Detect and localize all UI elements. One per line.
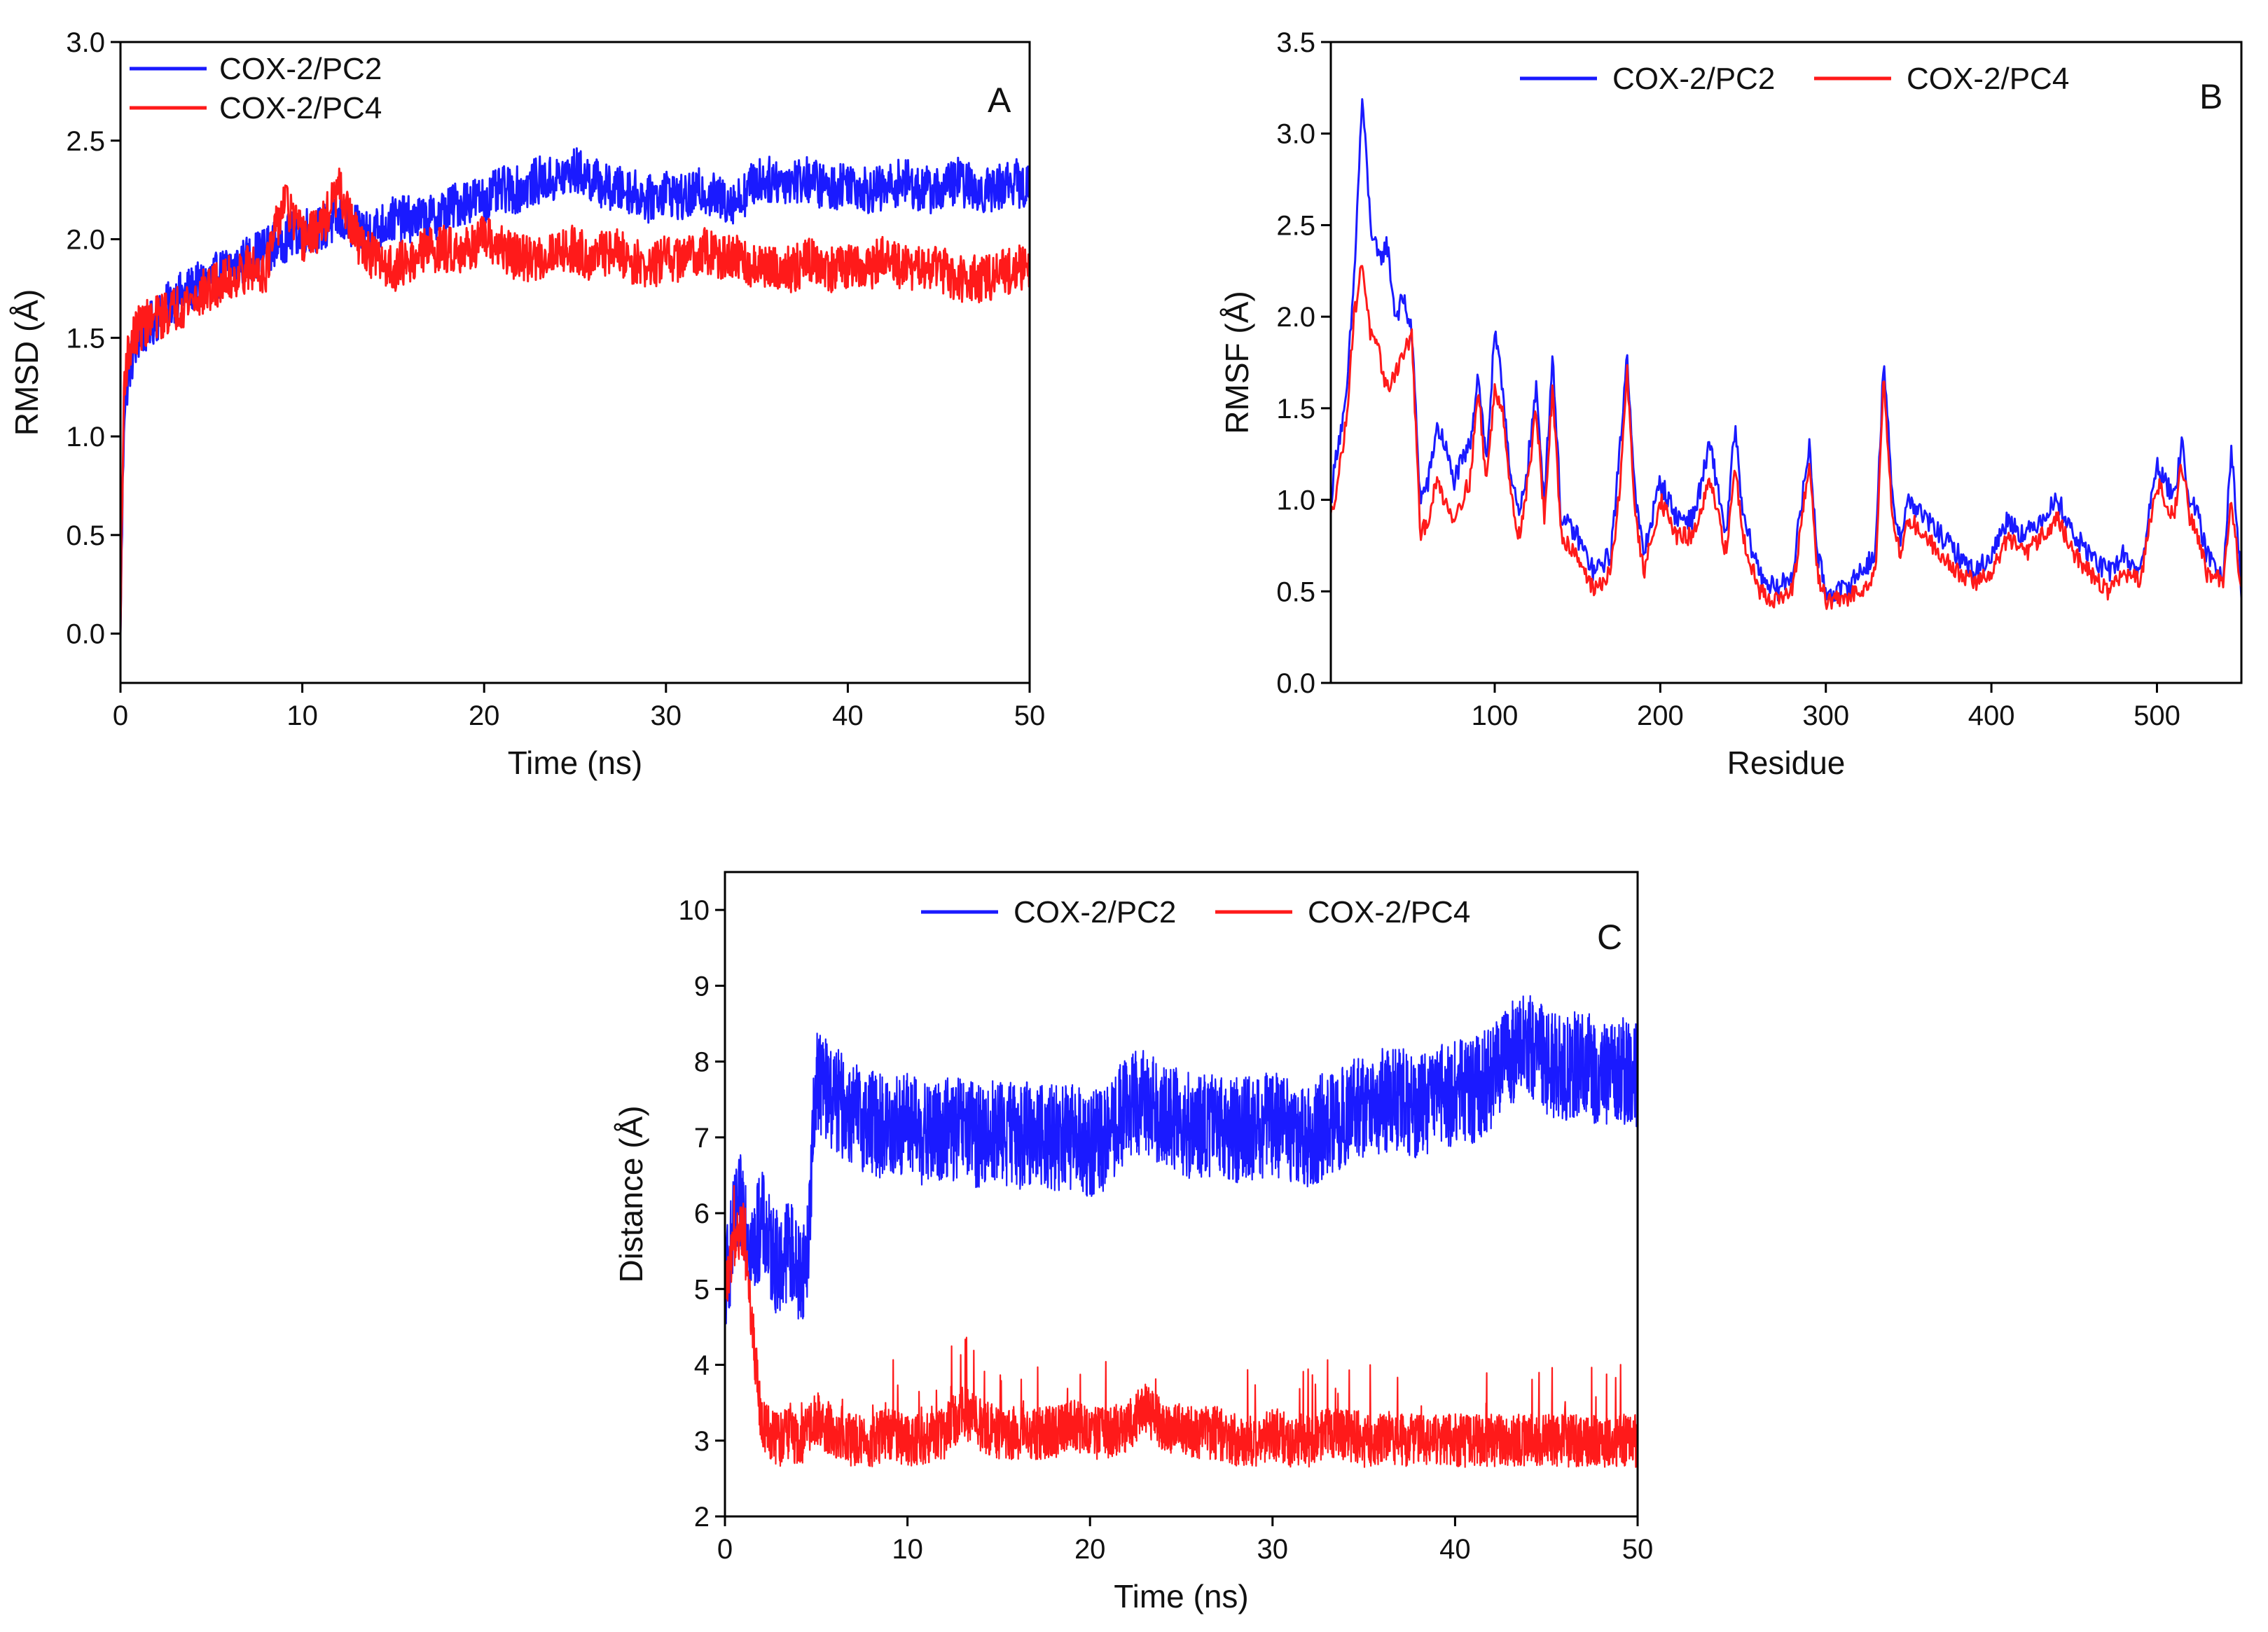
y-tick-label: 1.5	[1276, 394, 1315, 424]
y-tick-label: 2.5	[66, 126, 105, 157]
x-tick-label: 40	[832, 700, 864, 731]
x-tick-label: 100	[1472, 700, 1519, 731]
y-tick-label: 3.5	[1276, 27, 1315, 58]
series-line-cox-2-pc2	[725, 995, 1638, 1325]
x-tick-label: 0	[717, 1534, 733, 1565]
y-tick-label: 3	[694, 1426, 710, 1457]
x-axis-label: Time (ns)	[508, 745, 643, 781]
y-tick-label: 6	[694, 1198, 710, 1229]
y-tick-label: 2.0	[1276, 302, 1315, 333]
y-tick-label: 9	[694, 971, 710, 1002]
legend-label: COX-2/PC4	[1907, 62, 2069, 96]
panel-letter: A	[988, 81, 1011, 120]
y-tick-label: 4	[694, 1350, 710, 1381]
x-tick-label: 200	[1637, 700, 1684, 731]
x-tick-label: 30	[1257, 1534, 1289, 1565]
series-line-cox-2-pc4	[120, 167, 1030, 634]
plot-frame	[724, 871, 1639, 1518]
x-tick-label: 30	[651, 700, 682, 731]
series-line-cox-2-pc2	[1331, 98, 2241, 603]
y-tick-label: 10	[679, 895, 710, 926]
x-tick-label: 20	[469, 700, 500, 731]
x-tick-label: 40	[1439, 1534, 1471, 1565]
y-tick-label: 0.5	[66, 520, 105, 551]
y-tick-label: 3.0	[66, 27, 105, 58]
x-tick-label: 400	[1968, 700, 2015, 731]
panel-b-chart: 100 200 300 400 500 0.0 0.5 1.0 1.5 2.0 2.5 3.0 3.5 R…	[1219, 27, 2243, 781]
x-tick-label: 0	[113, 700, 128, 731]
x-tick-label: 20	[1074, 1534, 1106, 1565]
series-line-cox-2-pc4	[1331, 265, 2241, 610]
y-tick-label: 2.0	[66, 225, 105, 256]
y-tick-label: 2	[694, 1502, 710, 1533]
y-axis-label: RMSD (Å)	[8, 289, 45, 436]
x-tick-label: 300	[1802, 700, 1849, 731]
series-line-cox-2-pc4	[725, 1184, 1638, 1468]
panel-letter: B	[2199, 77, 2222, 116]
legend-label: COX-2/PC2	[1612, 62, 1775, 96]
y-axis-label: RMSF (Å)	[1219, 291, 1255, 434]
plot-frame	[119, 41, 1031, 684]
y-axis-label: Distance (Å)	[613, 1105, 649, 1282]
panel-letter: C	[1597, 918, 1622, 957]
y-tick-label: 5	[694, 1274, 710, 1305]
plot-frame	[1329, 41, 2243, 684]
x-tick-label: 10	[892, 1534, 923, 1565]
legend-label: COX-2/PC4	[219, 91, 382, 125]
y-tick-label: 1.5	[66, 323, 105, 354]
y-tick-label: 2.5	[1276, 210, 1315, 241]
legend-label: COX-2/PC4	[1308, 895, 1470, 929]
panel-c-chart: 0 10 20 30 40 50 2 3 4 5 6 7 8 9 10 Time (ns) Distance (…	[613, 871, 1654, 1614]
legend-label: COX-2/PC2	[219, 52, 382, 86]
y-tick-label: 8	[694, 1047, 710, 1078]
y-tick-label: 3.0	[1276, 119, 1315, 150]
y-tick-label: 0.0	[1276, 668, 1315, 699]
panel-a-chart: 0 10 20 30 40 50 0.0 0.5 1.0 1.5 2.0 2.5 3.0 Time (ns…	[8, 27, 1045, 781]
x-tick-label: 500	[2134, 700, 2180, 731]
y-tick-label: 1.0	[66, 422, 105, 452]
legend-label: COX-2/PC2	[1014, 895, 1176, 929]
y-tick-label: 0.0	[66, 619, 105, 650]
y-tick-label: 0.5	[1276, 576, 1315, 607]
x-tick-label: 10	[286, 700, 318, 731]
y-tick-label: 7	[694, 1123, 710, 1154]
x-axis-label: Time (ns)	[1114, 1578, 1249, 1614]
x-axis-label: Residue	[1727, 745, 1846, 781]
y-tick-label: 1.0	[1276, 485, 1315, 516]
x-tick-label: 50	[1014, 700, 1046, 731]
x-tick-label: 50	[1622, 1534, 1654, 1565]
